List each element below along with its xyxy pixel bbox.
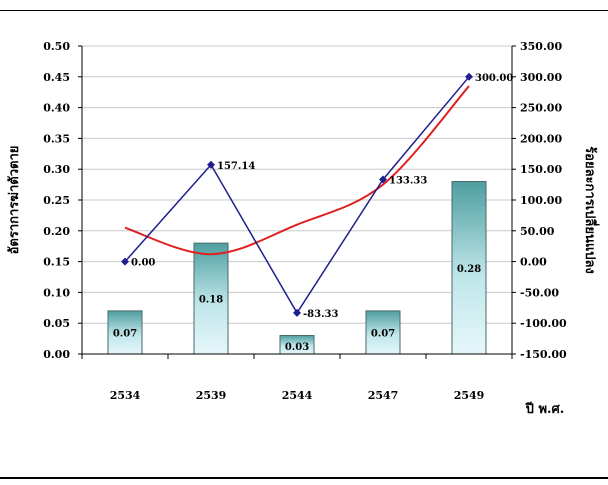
left-tick-label: 0.35 — [43, 132, 70, 145]
left-tick-label: 0.25 — [43, 194, 70, 207]
bar-data-label: 0.18 — [199, 295, 223, 306]
line-data-label: 157.14 — [217, 161, 255, 172]
y-axis-left-label: อัตราการฆ่าตัวตาย — [7, 146, 22, 255]
bar — [365, 310, 401, 355]
bar-series — [107, 181, 487, 355]
x-tick-label: 2549 — [454, 389, 485, 402]
line-point-marker — [293, 308, 301, 317]
bar-data-labels: 0.07 0.18 0.03 0.07 0.28 — [113, 264, 481, 353]
x-tick-label: 2539 — [196, 389, 227, 402]
right-tick-label: -50.00 — [520, 286, 559, 299]
bar-data-label: 0.07 — [371, 328, 395, 339]
x-tick-label: 2547 — [368, 389, 399, 402]
x-tick-label: 2534 — [110, 389, 141, 402]
right-tick-label: 250.00 — [520, 102, 562, 115]
left-tick-label: 0.45 — [43, 71, 70, 84]
x-axis-label: ปี พ.ศ. — [525, 401, 565, 417]
right-tick-label: 0.00 — [520, 256, 547, 269]
bar-data-label: 0.03 — [285, 342, 309, 353]
gridlines — [82, 45, 512, 355]
line-point-marker — [121, 257, 129, 266]
line-data-label: 0.00 — [131, 258, 155, 269]
left-tick-label: 0.50 — [43, 40, 70, 53]
right-tick-label: 200.00 — [520, 132, 562, 145]
x-axis-categories: 2534 2539 2544 2547 2549 — [110, 389, 485, 402]
line-points — [121, 72, 473, 317]
bar-data-label: 0.28 — [457, 264, 481, 275]
left-tick-label: 0.30 — [43, 163, 70, 176]
bar — [451, 181, 487, 355]
percent-change-line — [124, 76, 470, 315]
line-data-label: -83.33 — [303, 309, 339, 320]
line-data-labels: 0.00 157.14 -83.33 133.33 300.00 — [131, 73, 513, 320]
left-tick-label: 0.20 — [43, 225, 70, 238]
line-point-marker — [207, 160, 215, 169]
right-axis-ticks: -150.00 -100.00 -50.00 0.00 50.00 100.00 150.0… — [512, 40, 567, 361]
line-data-label: 133.33 — [389, 175, 427, 186]
line-data-label: 300.00 — [475, 73, 513, 84]
right-tick-label: 50.00 — [520, 225, 555, 238]
trend-curve — [124, 85, 470, 256]
right-tick-label: 300.00 — [520, 71, 562, 84]
line-point-marker — [379, 175, 387, 184]
x-tick-label: 2544 — [282, 389, 313, 402]
left-tick-label: 0.40 — [43, 102, 70, 115]
left-tick-label: 0.05 — [43, 317, 70, 330]
right-tick-label: 100.00 — [520, 194, 562, 207]
bar — [193, 242, 229, 355]
left-tick-label: 0.15 — [43, 256, 70, 269]
right-tick-label: -150.00 — [520, 348, 567, 361]
bar-data-label: 0.07 — [113, 328, 137, 339]
line-point-marker — [465, 72, 473, 81]
right-tick-label: 350.00 — [520, 40, 562, 53]
left-axis-ticks: 0.00 0.05 0.10 0.15 0.20 0.25 0.30 0.35 0.40 0.45… — [43, 40, 82, 361]
left-tick-label: 0.00 — [43, 348, 70, 361]
left-tick-label: 0.10 — [43, 286, 70, 299]
top-border-line — [0, 10, 608, 11]
bottom-border-line — [0, 477, 608, 479]
bar — [107, 310, 143, 355]
right-tick-label: -100.00 — [520, 317, 567, 330]
right-tick-label: 150.00 — [520, 163, 562, 176]
y-axis-right-label: ร้อยละการเปลี่ยนแปลง — [582, 146, 600, 274]
